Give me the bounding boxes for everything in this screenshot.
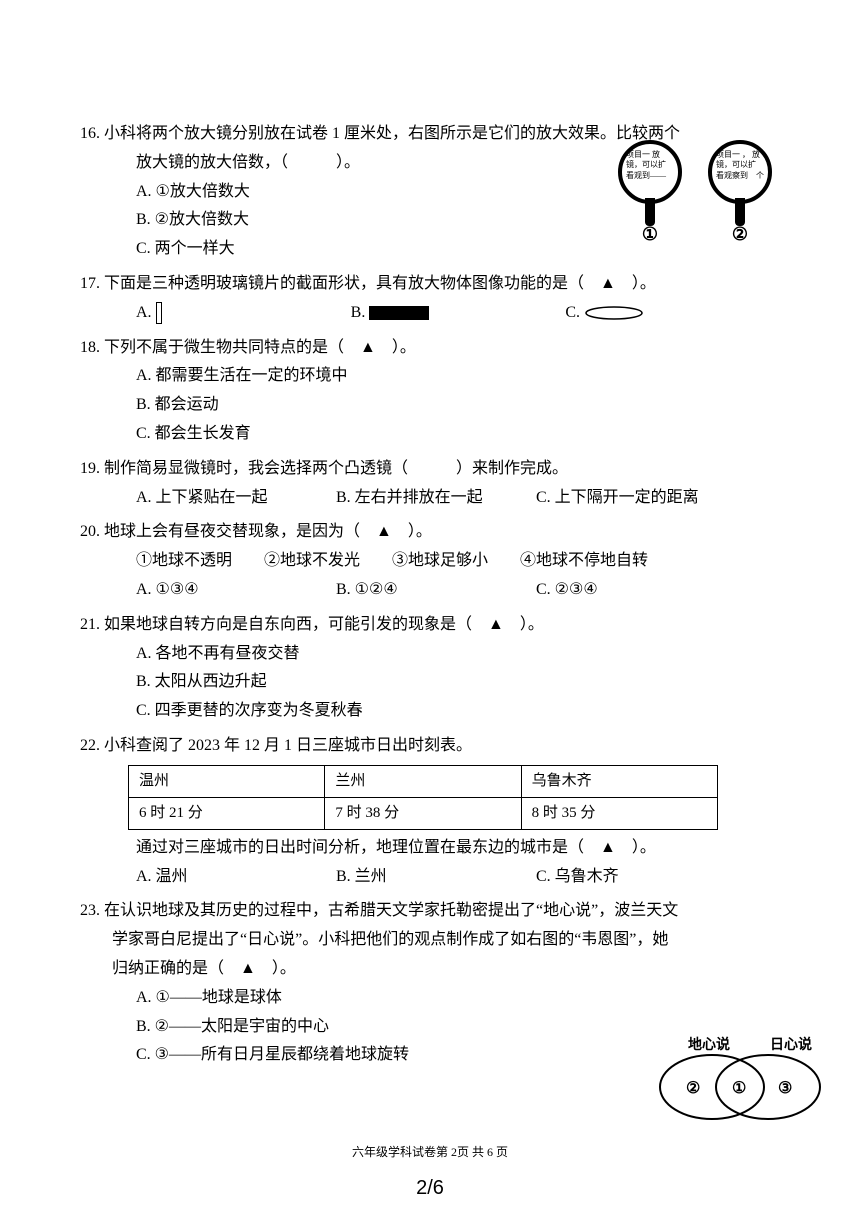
lens-a-icon bbox=[156, 302, 162, 324]
q18-stem: 18. 下列不属于微生物共同特点的是（ ▲ ）。 bbox=[80, 334, 780, 363]
q22-option-c: C. 乌鲁木齐 bbox=[536, 863, 736, 892]
question-19: 19. 制作简易显微镜时，我会选择两个凸透镜（ ）来制作完成。 A. 上下紧贴在… bbox=[80, 455, 780, 513]
q19-options: A. 上下紧贴在一起 B. 左右并排放在一起 C. 上下隔开一定的距离 bbox=[80, 484, 780, 513]
q19-option-c: C. 上下隔开一定的距离 bbox=[536, 484, 736, 513]
magnifier-2-lens: 项目一 ， 放镜，可以扩 看观察到 个 bbox=[708, 140, 772, 204]
venn-right-num: ③ bbox=[778, 1080, 792, 1097]
q23-stem2: 学家哥白尼提出了“日心说”。小科把他们的观点制作成了如右图的“韦恩图”，她 bbox=[80, 926, 780, 955]
magnifier-1-label: ① bbox=[642, 218, 658, 250]
q22-stem: 22. 小科查阅了 2023 年 12 月 1 日三座城市日出时刻表。 bbox=[80, 732, 780, 761]
q22-option-a: A. 温州 bbox=[136, 863, 336, 892]
q22-table: 温州 兰州 乌鲁木齐 6 时 21 分 7 时 38 分 8 时 35 分 bbox=[128, 765, 718, 830]
table-cell: 兰州 bbox=[325, 765, 521, 797]
venn-diagram: 地心说 日心说 ② ① ③ bbox=[640, 1035, 840, 1136]
magnifier-diagram: 项目一 放镜，可以扩 看观到—— ① 项目一 ， 放镜，可以扩 看观察到 个 ② bbox=[610, 140, 780, 250]
q23-stem1: 23. 在认识地球及其历史的过程中，古希腊天文学家托勒密提出了“地心说”，波兰天… bbox=[80, 897, 780, 926]
venn-left-label: 地心说 bbox=[688, 1036, 730, 1053]
q21-stem: 21. 如果地球自转方向是自东向西，可能引发的现象是（ ▲ ）。 bbox=[80, 611, 780, 640]
table-row: 温州 兰州 乌鲁木齐 bbox=[129, 765, 718, 797]
q21-option-c: C. 四季更替的次序变为冬夏秋春 bbox=[80, 697, 780, 726]
q22-options: A. 温州 B. 兰州 C. 乌鲁木齐 bbox=[80, 863, 780, 892]
q17-stem: 17. 下面是三种透明玻璃镜片的截面形状，具有放大物体图像功能的是（ ▲ ）。 bbox=[80, 270, 780, 299]
q18-option-a: A. 都需要生活在一定的环境中 bbox=[80, 362, 780, 391]
q21-option-b: B. 太阳从西边升起 bbox=[80, 668, 780, 697]
q19-option-b: B. 左右并排放在一起 bbox=[336, 484, 536, 513]
magnifier-2: 项目一 ， 放镜，可以扩 看观察到 个 ② bbox=[700, 140, 780, 250]
question-16: 16. 小科将两个放大镜分别放在试卷 1 厘米处，右图所示是它们的放大效果。比较… bbox=[80, 120, 780, 264]
q19-stem: 19. 制作简易显微镜时，我会选择两个凸透镜（ ）来制作完成。 bbox=[80, 455, 780, 484]
q20-option-a: A. ①③④ bbox=[136, 576, 336, 605]
question-18: 18. 下列不属于微生物共同特点的是（ ▲ ）。 A. 都需要生活在一定的环境中… bbox=[80, 334, 780, 449]
magnifier-1-lens: 项目一 放镜，可以扩 看观到—— bbox=[618, 140, 682, 204]
q20-items: ①地球不透明 ②地球不发光 ③地球足够小 ④地球不停地自转 bbox=[80, 547, 780, 576]
lens-b-icon bbox=[369, 306, 429, 320]
table-cell: 8 时 35 分 bbox=[521, 797, 717, 829]
table-cell: 7 时 38 分 bbox=[325, 797, 521, 829]
q20-options: A. ①③④ B. ①②④ C. ②③④ bbox=[80, 576, 780, 605]
table-cell: 温州 bbox=[129, 765, 325, 797]
q19-option-a: A. 上下紧贴在一起 bbox=[136, 484, 336, 513]
q20-option-b: B. ①②④ bbox=[336, 576, 536, 605]
magnifier-1: 项目一 放镜，可以扩 看观到—— ① bbox=[610, 140, 690, 250]
venn-left-num: ② bbox=[686, 1080, 700, 1097]
footer-text: 六年级学科试卷第 2页 共 6 页 bbox=[352, 1142, 508, 1164]
q17-option-c: C. bbox=[565, 299, 780, 328]
q17-option-b: B. bbox=[351, 299, 566, 328]
table-row: 6 时 21 分 7 时 38 分 8 时 35 分 bbox=[129, 797, 718, 829]
question-20: 20. 地球上会有昼夜交替现象，是因为（ ▲ ）。 ①地球不透明 ②地球不发光 … bbox=[80, 518, 780, 604]
q21-option-a: A. 各地不再有昼夜交替 bbox=[80, 640, 780, 669]
venn-right-label: 日心说 bbox=[770, 1036, 812, 1053]
q22-sub: 通过对三座城市的日出时间分析，地理位置在最东边的城市是（ ▲ ）。 bbox=[80, 834, 780, 863]
q17-options: A. B. C. bbox=[80, 299, 780, 328]
table-cell: 6 时 21 分 bbox=[129, 797, 325, 829]
q22-option-b: B. 兰州 bbox=[336, 863, 536, 892]
question-17: 17. 下面是三种透明玻璃镜片的截面形状，具有放大物体图像功能的是（ ▲ ）。 … bbox=[80, 270, 780, 328]
venn-mid-num: ① bbox=[732, 1080, 746, 1097]
lens-c-icon bbox=[584, 304, 644, 321]
question-22: 22. 小科查阅了 2023 年 12 月 1 日三座城市日出时刻表。 温州 兰… bbox=[80, 732, 780, 891]
question-21: 21. 如果地球自转方向是自东向西，可能引发的现象是（ ▲ ）。 A. 各地不再… bbox=[80, 611, 780, 726]
q18-option-c: C. 都会生长发育 bbox=[80, 420, 780, 449]
q23-stem3: 归纳正确的是（ ▲ ）。 bbox=[80, 955, 780, 984]
page-indicator: 2/6 bbox=[416, 1170, 444, 1206]
magnifier-2-label: ② bbox=[732, 218, 748, 250]
table-cell: 乌鲁木齐 bbox=[521, 765, 717, 797]
q20-stem: 20. 地球上会有昼夜交替现象，是因为（ ▲ ）。 bbox=[80, 518, 780, 547]
q18-option-b: B. 都会运动 bbox=[80, 391, 780, 420]
q20-option-c: C. ②③④ bbox=[536, 576, 736, 605]
q17-option-a: A. bbox=[136, 299, 351, 328]
q23-option-a: A. ①——地球是球体 bbox=[80, 984, 780, 1013]
